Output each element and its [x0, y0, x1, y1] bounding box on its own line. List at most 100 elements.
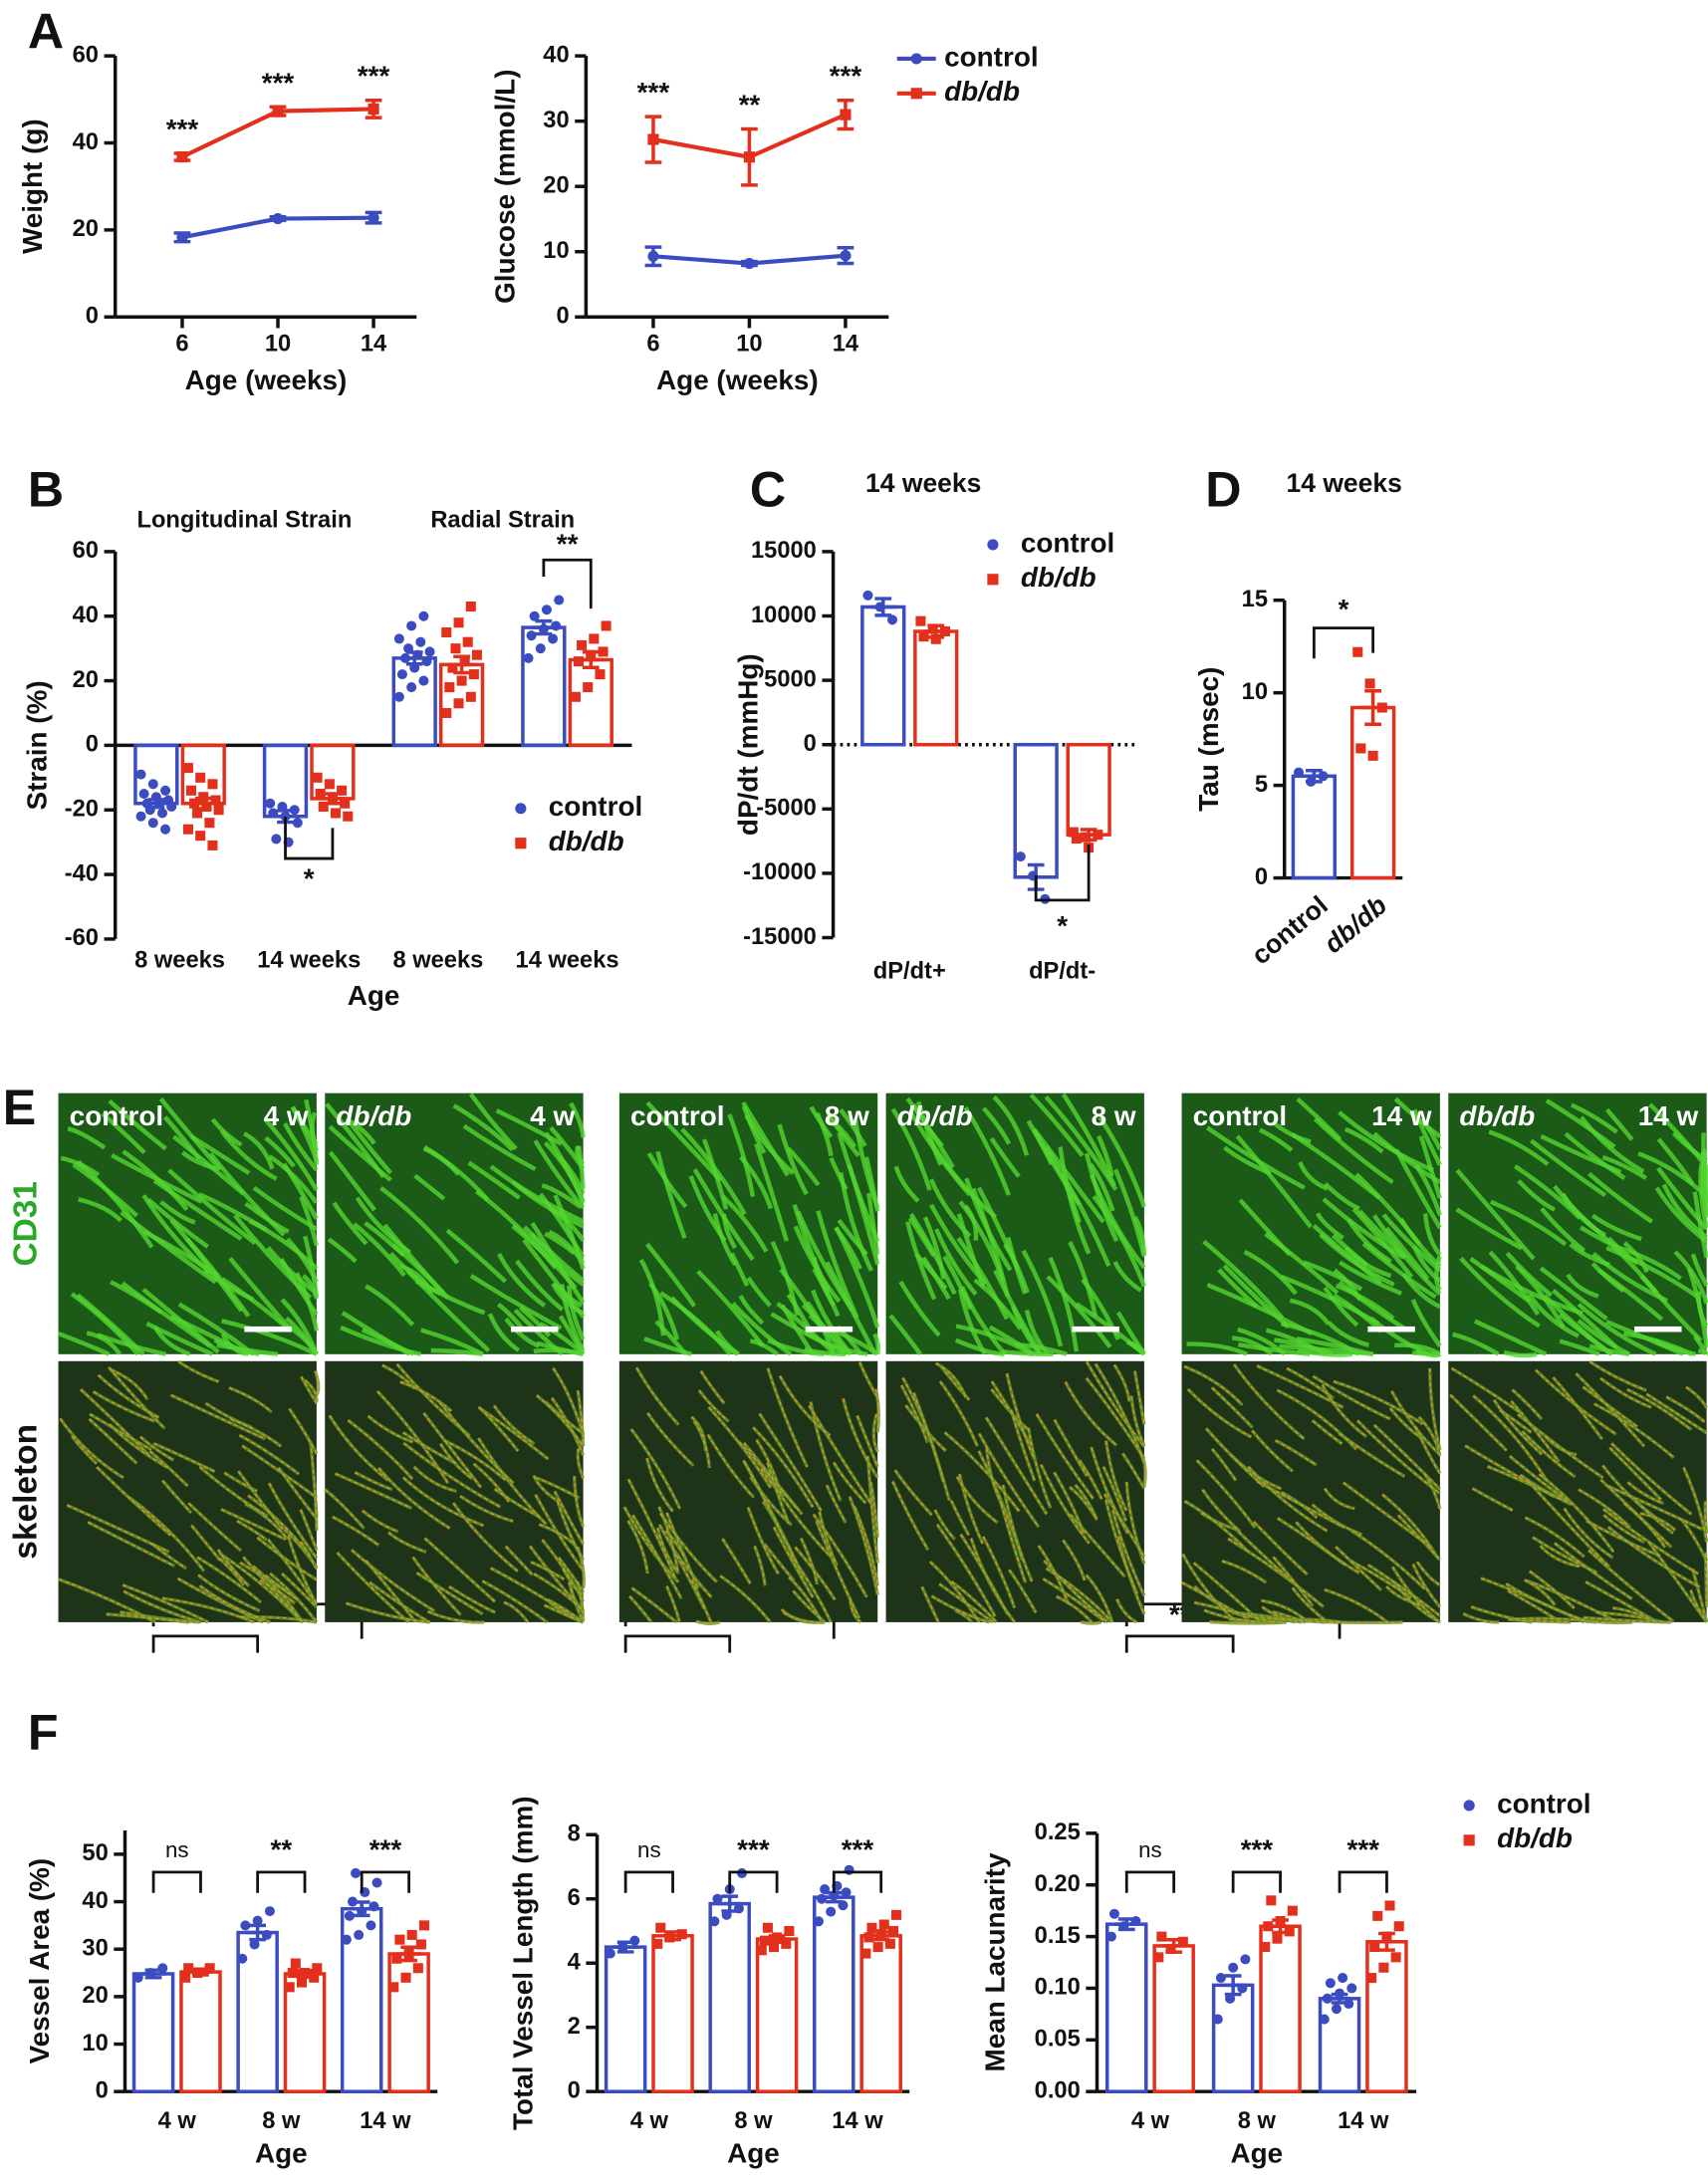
vessel: [266, 1246, 319, 1296]
skeleton-line: [1412, 1564, 1441, 1608]
skeleton-line: [1277, 1517, 1346, 1566]
data-point: [1212, 2014, 1223, 2025]
vessel: [744, 1113, 795, 1175]
vessel: [1622, 1241, 1649, 1274]
data-point: [156, 808, 168, 819]
skeleton-line: [1211, 1448, 1237, 1481]
skeleton-line: [574, 1476, 585, 1528]
error-bar: [1327, 1992, 1352, 2005]
skeleton-line: [1525, 1517, 1586, 1558]
bracket: [1124, 1634, 1235, 1653]
skeleton-line: [120, 1611, 200, 1623]
vessel: [1490, 1199, 1568, 1247]
vessel: [921, 1256, 951, 1301]
skeleton-line: [1062, 1540, 1086, 1581]
vessel: [638, 1258, 666, 1336]
skeleton-line: [1367, 1564, 1441, 1617]
vessel: [1455, 1207, 1524, 1251]
data-point: [249, 1939, 260, 1950]
data-point: [318, 801, 329, 813]
skeleton-line: [533, 1475, 560, 1503]
y-tick-label: 15000: [751, 538, 817, 564]
skeleton-line: [228, 1386, 273, 1413]
skeleton-line: [690, 1416, 707, 1451]
vessel: [729, 1252, 750, 1287]
skeleton-line: [439, 1401, 515, 1484]
vessel: [1206, 1283, 1313, 1335]
data-point: [468, 669, 479, 680]
skeleton-line: [646, 1458, 674, 1512]
vessel: [1459, 1256, 1541, 1329]
data-point: [548, 633, 559, 644]
y-tick-label: 0: [804, 731, 817, 757]
data-point: [784, 1925, 795, 1936]
data-point: [393, 633, 404, 644]
data-point: [813, 1916, 824, 1927]
vessel: [1274, 1337, 1335, 1356]
vessel: [720, 1538, 752, 1584]
vessel: [452, 1103, 515, 1152]
panel-letter: E: [3, 1080, 36, 1135]
skeleton-line: [1080, 1621, 1101, 1624]
data-point: [781, 1938, 792, 1949]
skeleton-line: [707, 1434, 755, 1498]
vessel: [1517, 1179, 1557, 1212]
panel-letter: C: [750, 462, 786, 518]
vessel: [643, 1336, 693, 1356]
vessel: [467, 1160, 521, 1200]
vessel: [1044, 1094, 1118, 1191]
y-tick-label: 5: [1255, 772, 1268, 798]
vessel: [645, 1242, 697, 1308]
x-axis-label: Age: [348, 980, 400, 1011]
annotation: ***: [842, 1833, 874, 1864]
vessel: [1058, 1146, 1092, 1255]
data-point: [252, 1915, 263, 1926]
y-tick-label: -60: [65, 925, 99, 951]
x-tick-label: dP/dt-: [1029, 959, 1096, 985]
x-tick-label: 14 weeks: [516, 947, 619, 973]
data-point: [1108, 1908, 1119, 1919]
y-tick-label: 20: [73, 216, 99, 242]
vessel: [1021, 1249, 1064, 1347]
bar: [651, 1934, 694, 2093]
scale-bar: [511, 1326, 559, 1332]
group-label: Radial Strain: [430, 507, 575, 533]
vessel: [1538, 1472, 1615, 1554]
skeleton-line: [1201, 1489, 1241, 1533]
x-axis-label: Age: [1231, 2138, 1284, 2169]
data-point: [647, 133, 659, 145]
skeleton-line: [547, 1598, 584, 1623]
vessel: [518, 1306, 552, 1337]
row-label: skeleton: [8, 1424, 45, 1560]
skeleton-line: [1704, 1501, 1708, 1534]
skeleton-line: [335, 1473, 412, 1509]
data-point: [176, 231, 188, 243]
data-point: [195, 831, 206, 842]
skeleton-line: [1583, 1386, 1638, 1428]
skeleton-line: [239, 1434, 300, 1475]
skeleton-line: [1070, 1514, 1126, 1577]
micrograph: [618, 1092, 881, 1357]
scale-bar: [1072, 1326, 1119, 1332]
vessel: [1048, 1256, 1080, 1352]
y-tick-label: 10: [543, 238, 569, 264]
data-point: [1287, 1905, 1298, 1916]
skeleton-line: [439, 1443, 473, 1480]
data-point: [391, 1953, 402, 1964]
skeleton-line: [850, 1600, 861, 1623]
data-point: [330, 808, 342, 819]
skeleton-line: [960, 1534, 1009, 1614]
skeleton-line: [826, 1485, 847, 1524]
skeleton-line: [198, 1466, 268, 1517]
image-time: 8 w: [825, 1100, 869, 1131]
data-point: [441, 707, 452, 719]
x-axis-label: Age (weeks): [185, 364, 348, 395]
vessel: [77, 1159, 154, 1249]
x-axis-label: Age: [255, 2138, 308, 2169]
vessel: [1530, 1138, 1607, 1198]
skeleton-line: [399, 1381, 452, 1412]
vessel: [1577, 1319, 1631, 1356]
y-tick-label: -15000: [743, 924, 817, 950]
skeleton-line: [794, 1547, 836, 1600]
x-tick-label: 4 w: [158, 2108, 197, 2134]
